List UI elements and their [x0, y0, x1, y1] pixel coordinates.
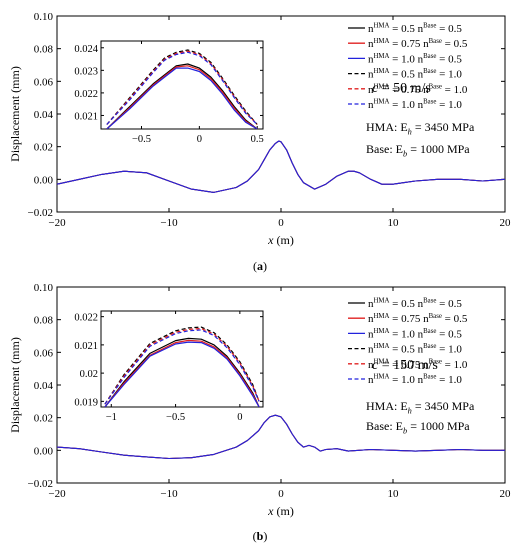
inset-series-line [104, 327, 260, 405]
y-axis-label: Displacement (mm) [8, 66, 22, 162]
inset-series-group [106, 49, 258, 129]
inset-series-line [104, 329, 260, 405]
base-modulus-annotation: Base: Eb = 1000 MPa [366, 419, 470, 436]
inset-y-tick-label: 0.023 [74, 66, 98, 77]
y-tick-label: 0.06 [34, 76, 54, 88]
inset-series-line [106, 65, 258, 129]
y-tick-label: 0.10 [34, 282, 54, 294]
y-tick-label: 0.04 [34, 380, 54, 392]
main-curve-line [56, 414, 505, 460]
legend-item: nHMA = 0.75 nBase = 0.5 [368, 313, 468, 325]
legend-item: nHMA = 1.0 nBase = 1.0 [368, 374, 462, 386]
main-curve-line [56, 140, 506, 193]
y-tick-label: 0.00 [34, 174, 54, 186]
inset-series-group [104, 326, 260, 407]
legend-item: nHMA = 1.0 nBase = 0.5 [368, 328, 462, 340]
base-modulus-annotation: Base: Eb = 1000 MPa [366, 142, 470, 159]
legend-item: nHMA = 0.75 nBase = 1.0 [368, 83, 468, 95]
inset-series-line [106, 67, 258, 129]
y-tick-label: 0.10 [34, 11, 54, 23]
x-tick-label: −10 [160, 488, 178, 500]
x-tick-label: 20 [500, 217, 512, 229]
hma-modulus-annotation: HMA: Eh = 3450 MPa [366, 399, 475, 416]
legend-item: nHMA = 0.5 nBase = 1.0 [368, 343, 462, 355]
inset-x-tick-label: −0.5 [132, 134, 151, 145]
y-tick-label: 0.02 [34, 142, 53, 154]
speed-annotation: c = 150 m/s [372, 358, 438, 373]
y-tick-label: −0.02 [28, 207, 53, 219]
legend-item: nHMA = 0.5 nBase = 1.0 [368, 68, 462, 80]
legend-item: nHMA = 1.0 nBase = 1.0 [368, 99, 462, 111]
inset-series-line [106, 49, 258, 125]
panel-label: (a) [253, 259, 267, 273]
inset-series-line [106, 51, 258, 125]
panel-b: −0.020.000.020.040.060.080.10−20 −10 0 10 20… [8, 282, 511, 543]
inset-y-tick-label: 0.021 [74, 111, 98, 122]
inset-y-tick-label: 0.019 [74, 397, 98, 408]
inset-y-tick-label: 0.022 [74, 313, 98, 324]
inset-x-tick-label: 0.5 [251, 134, 264, 145]
y-tick-label: −0.02 [28, 478, 53, 490]
inset-x-tick-label: 0 [197, 134, 202, 145]
x-axis-label: x (m) [267, 504, 294, 518]
x-tick-label: 20 [500, 488, 512, 500]
x-tick-label: 0 [278, 217, 284, 229]
legend-item: nHMA = 1.0 nBase = 0.5 [368, 53, 462, 65]
x-tick-label: −10 [160, 217, 178, 229]
inset-y-tick-label: 0.022 [74, 89, 98, 100]
inset-x-tick-label: −1 [106, 412, 117, 423]
panel-a: −0.02 0.00 0.02 0.04 0.06 0.08 0.10 −20 −10 0 10 20… [8, 11, 511, 273]
y-tick-label: 0.06 [34, 347, 54, 359]
panel-label: (b) [253, 529, 268, 543]
x-tick-label: 10 [388, 488, 400, 500]
inset-y-tick-label: 0.021 [74, 341, 98, 352]
inset-series-line [106, 50, 258, 125]
x-tick-label: 10 [388, 217, 400, 229]
y-tick-label: 0.04 [34, 109, 54, 121]
inset-y-tick-label: 0.02 [80, 369, 98, 380]
inset-x-tick-label: −0.5 [166, 412, 185, 423]
y-tick-label: 0.08 [34, 44, 54, 56]
inset-y-tick-label: 0.024 [74, 44, 98, 55]
legend-item: nHMA = 0.75 nBase = 1.0 [368, 358, 468, 370]
y-axis-label: Displacement (mm) [8, 337, 22, 433]
y-tick-label: 0.00 [34, 445, 54, 457]
y-tick-label: 0.08 [34, 315, 54, 327]
inset-frame [100, 310, 264, 408]
inset-frame [100, 40, 264, 130]
inset-plot: 0.019 0.02 0.021 0.022 −1 −0.5 0 [74, 310, 264, 423]
speed-annotation: c = 50 m/s [372, 81, 431, 96]
legend-item: nHMA = 0.5 nBase = 0.5 [368, 298, 462, 310]
inset-x-tick-label: 0 [237, 412, 242, 423]
hma-modulus-annotation: HMA: Eh = 3450 MPa [366, 120, 475, 137]
inset-plot: 0.021 0.022 0.023 0.024 −0.5 0 0.5 [74, 40, 264, 145]
x-tick-label: 0 [278, 488, 284, 500]
legend-item: nHMA = 0.75 nBase = 0.5 [368, 38, 468, 50]
legend-item: nHMA = 0.5 nBase = 0.5 [368, 23, 462, 35]
inset-series-line [106, 63, 258, 129]
x-axis-label: x (m) [267, 233, 294, 247]
y-tick-label: 0.02 [34, 413, 53, 425]
x-tick-label: −20 [48, 217, 66, 229]
x-tick-label: −20 [48, 488, 66, 500]
